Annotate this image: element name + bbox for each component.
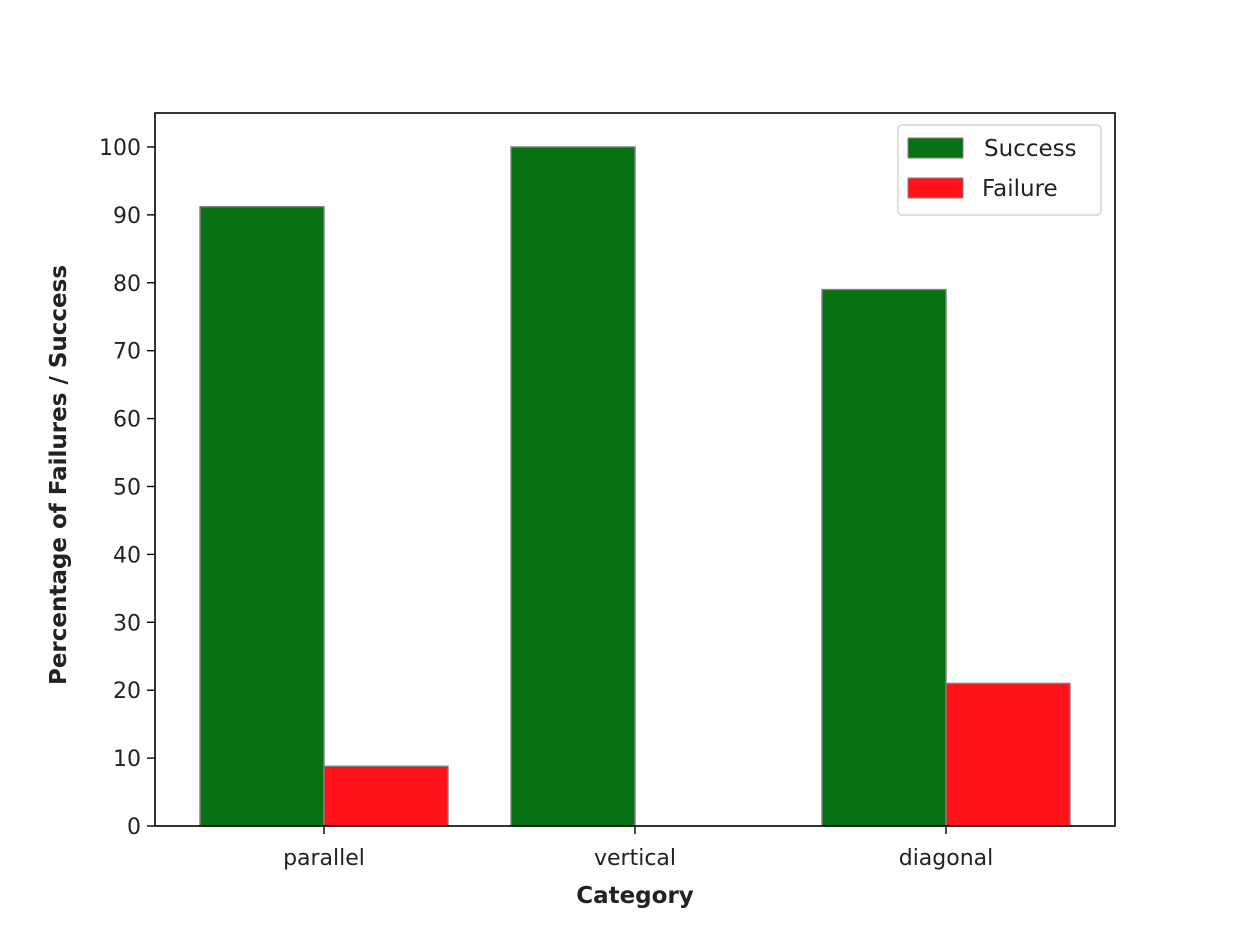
y-axis: 0 10 20 30 40 50 60 70 80 90 100 xyxy=(99,136,155,840)
bar-success-parallel xyxy=(199,206,325,827)
legend-swatch-success xyxy=(907,137,964,159)
y-tick-label: 20 xyxy=(113,679,141,704)
bar-failure-diagonal xyxy=(945,682,1071,827)
y-axis-title: Percentage of Failures / Success xyxy=(46,265,72,685)
bar-failure-parallel xyxy=(323,765,449,827)
bar-success-vertical xyxy=(510,146,636,827)
y-tick-label: 90 xyxy=(113,204,141,229)
y-tick-label: 40 xyxy=(113,543,141,568)
x-axis: parallel vertical diagonal xyxy=(283,826,993,871)
legend: Success Failure xyxy=(897,124,1102,216)
bars-layer xyxy=(199,146,1071,827)
x-tick-label-diagonal: diagonal xyxy=(899,846,994,871)
y-tick-label: 100 xyxy=(99,136,141,161)
y-tick-label: 10 xyxy=(113,747,141,772)
y-tick-label: 60 xyxy=(113,408,141,433)
bar-success-diagonal xyxy=(821,288,947,827)
x-tick-label-vertical: vertical xyxy=(594,846,676,871)
y-tick-label: 70 xyxy=(113,340,141,365)
legend-label-failure: Failure xyxy=(982,176,1058,202)
y-tick-label: 30 xyxy=(113,611,141,636)
y-tick-label: 50 xyxy=(113,475,141,500)
x-axis-title: Category xyxy=(576,883,694,909)
y-tick-label: 80 xyxy=(113,272,141,297)
y-tick-label: 0 xyxy=(127,815,141,840)
legend-swatch-failure xyxy=(907,177,964,199)
x-tick-label-parallel: parallel xyxy=(283,846,365,871)
legend-label-success: Success xyxy=(984,136,1077,162)
